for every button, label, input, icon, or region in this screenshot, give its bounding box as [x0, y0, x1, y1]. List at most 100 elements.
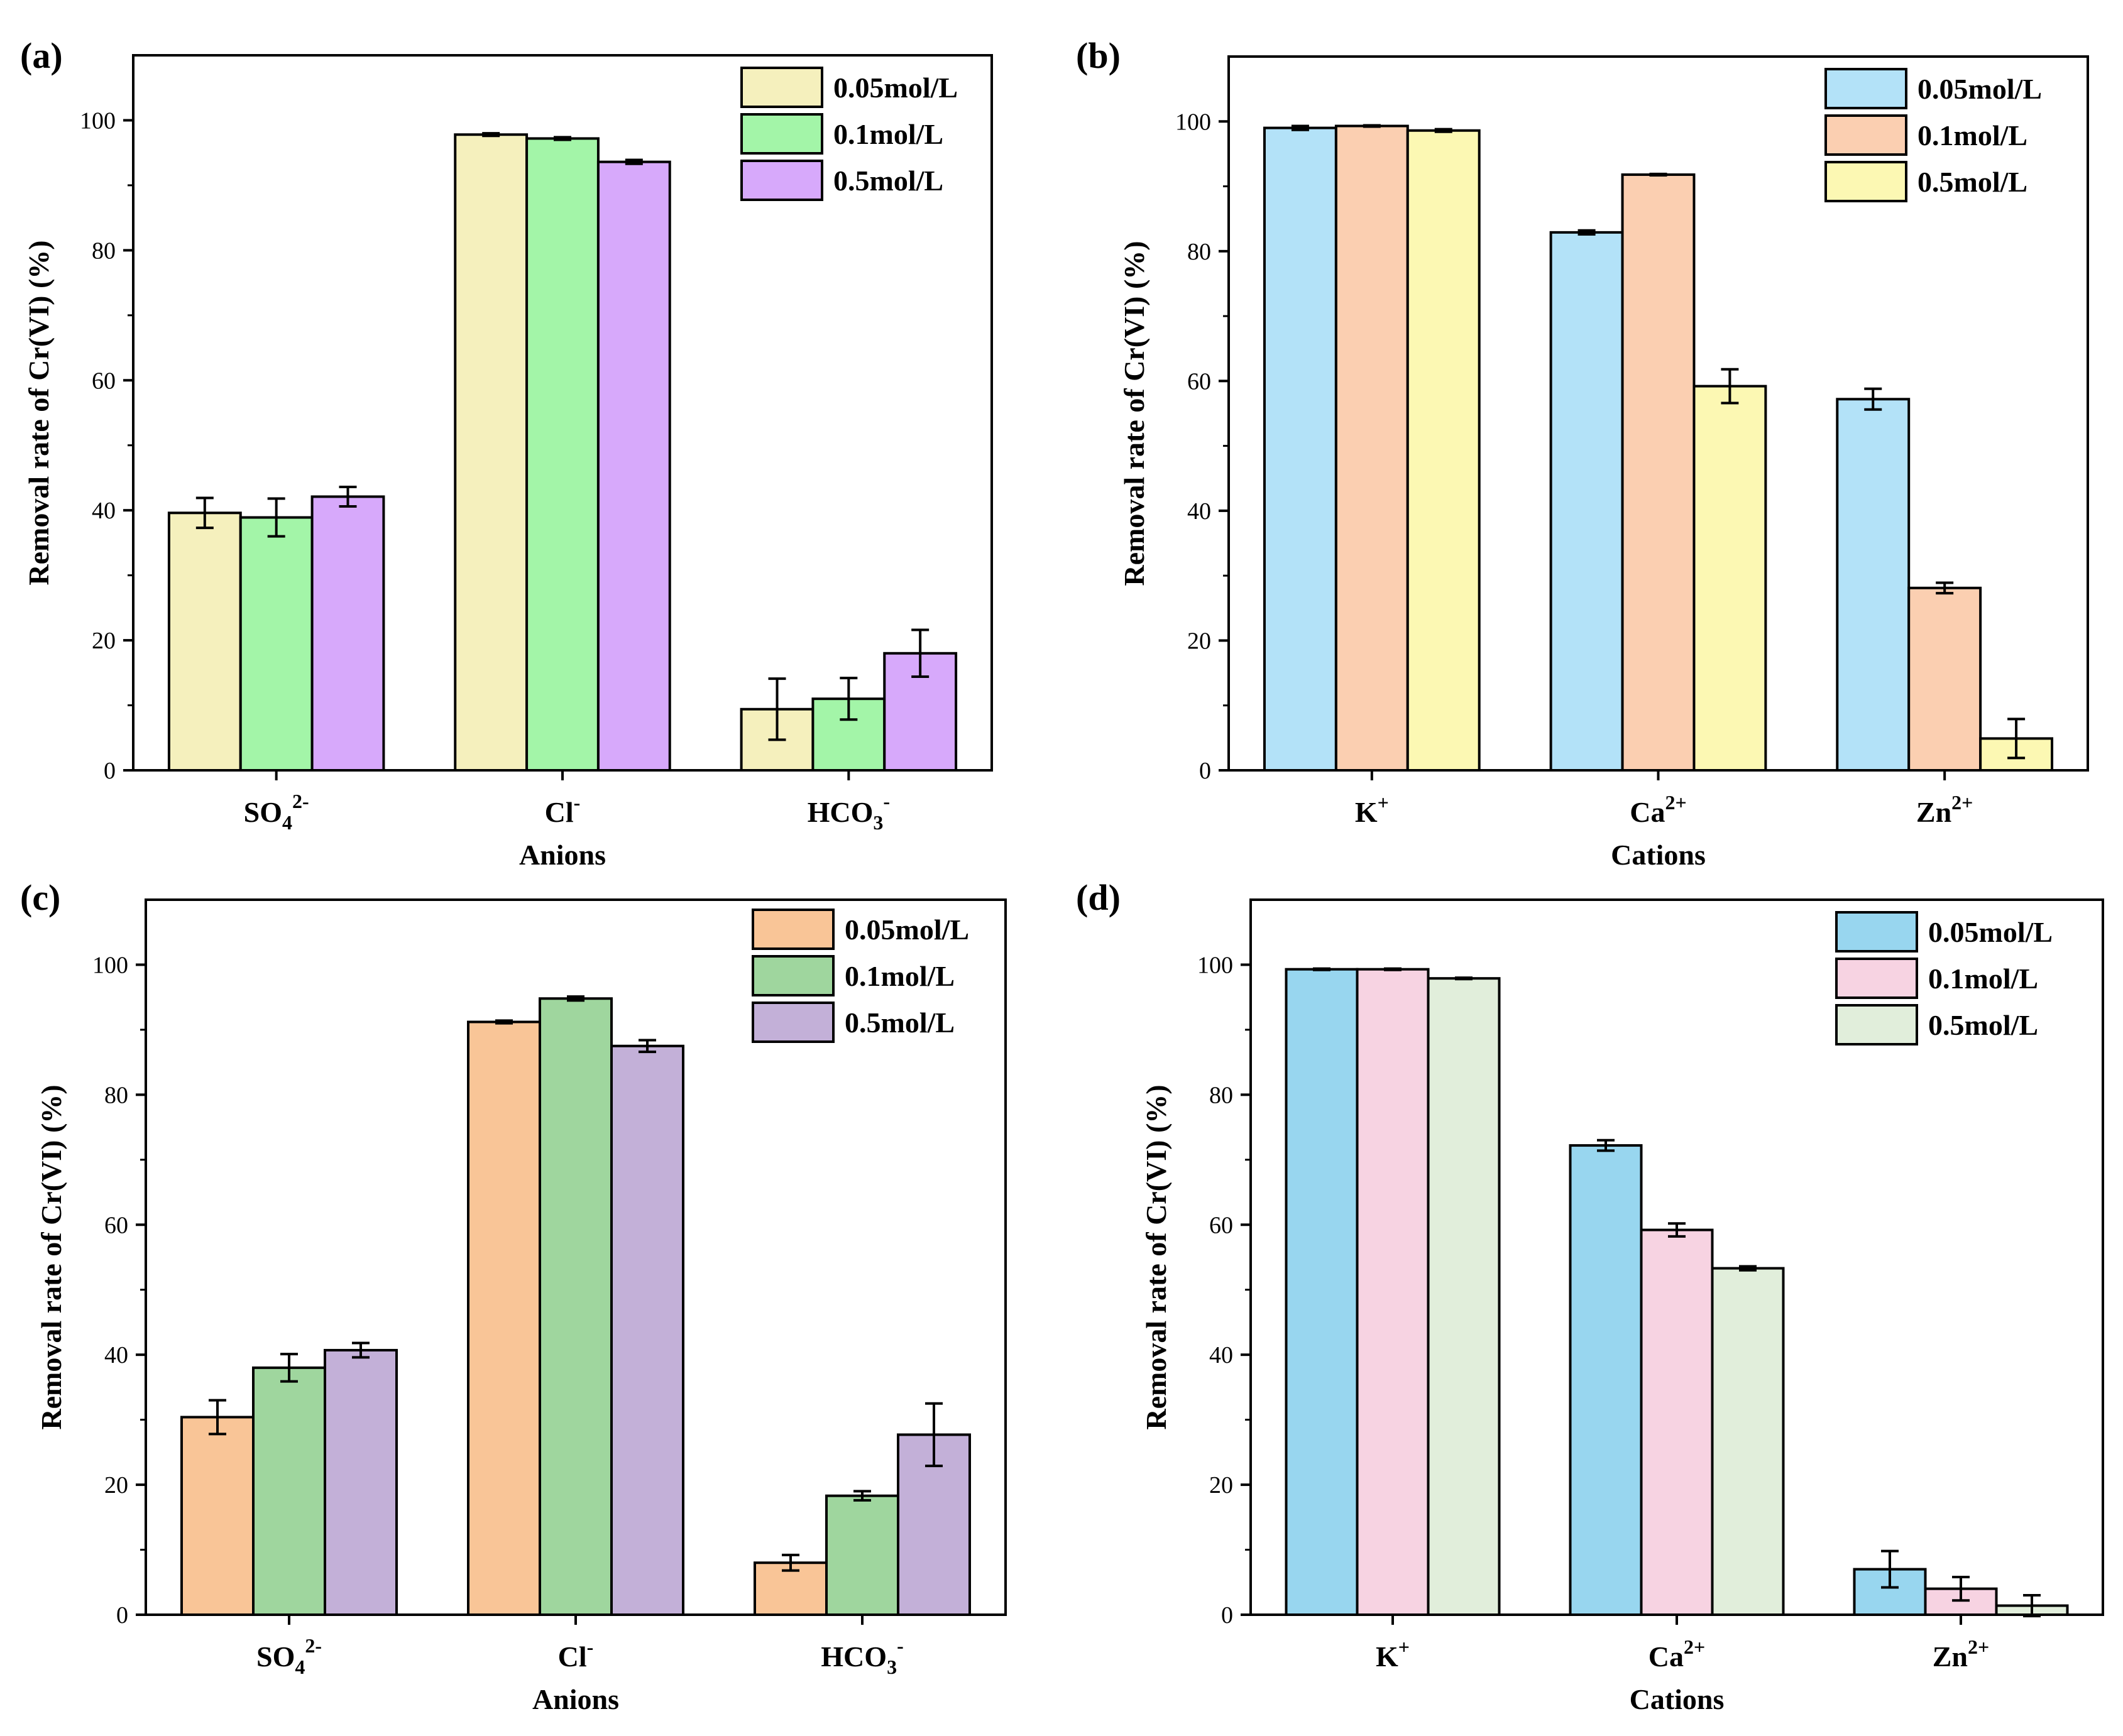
- bar: [1640, 1228, 1714, 1616]
- legend-label: 0.1mol/L: [1928, 963, 2038, 995]
- legend-label: 0.1mol/L: [833, 118, 943, 150]
- bar: [1406, 129, 1481, 772]
- y-tick-label: 100: [1175, 109, 1211, 135]
- y-tick-label: 80: [104, 1082, 128, 1108]
- y-tick-label: 60: [1187, 368, 1211, 395]
- x-axis-title: Anions: [532, 1683, 619, 1715]
- y-tick-label: 100: [1197, 952, 1233, 978]
- panel-label: (a): [20, 35, 63, 76]
- y-tick-label: 0: [116, 1602, 128, 1629]
- bar: [180, 1416, 255, 1617]
- legend-swatch: [752, 955, 835, 996]
- bar: [1621, 173, 1696, 772]
- y-axis-title: Removal rate of Cr(VI) (%): [35, 1084, 67, 1429]
- y-tick-label: 100: [92, 952, 128, 978]
- x-category-label: Cl-: [558, 1635, 594, 1673]
- legend-label: 0.5mol/L: [1928, 1009, 2038, 1041]
- x-category-label: SO42-: [256, 1634, 322, 1678]
- legend-label: 0.5mol/L: [845, 1007, 955, 1039]
- bar: [1356, 968, 1430, 1616]
- x-category-label: Zn2+: [1933, 1635, 1990, 1673]
- legend-label: 0.05mol/L: [1917, 73, 2042, 105]
- x-category-label: K+: [1376, 1635, 1410, 1673]
- bar: [539, 997, 613, 1616]
- chart-panel-1: 0 20 40 60 80 100 Removal rate of Cr(VI) (%) K+…: [1076, 35, 2089, 871]
- legend-label: 0.05mol/L: [833, 72, 958, 104]
- bar: [1427, 977, 1501, 1617]
- x-category-label: HCO3-: [821, 1634, 903, 1678]
- y-tick-label: 40: [1187, 498, 1211, 525]
- y-tick-label: 20: [92, 628, 116, 654]
- y-tick-label: 80: [92, 237, 116, 264]
- y-tick-label: 0: [104, 758, 116, 784]
- panel-label: (c): [20, 877, 60, 918]
- y-tick-label: 60: [92, 368, 116, 394]
- bar: [1711, 1267, 1785, 1616]
- bar: [324, 1348, 398, 1616]
- y-tick-label: 80: [1209, 1082, 1233, 1108]
- legend-swatch: [752, 909, 835, 950]
- x-category-label: HCO3-: [808, 790, 890, 834]
- x-category-label: Ca2+: [1630, 791, 1686, 828]
- legend-swatch: [1835, 1004, 1918, 1045]
- y-tick-label: 0: [1221, 1602, 1233, 1629]
- bar: [525, 137, 600, 772]
- legend-swatch: [740, 113, 823, 155]
- x-category-label: Zn2+: [1916, 791, 1973, 828]
- bar: [1692, 385, 1767, 772]
- legend-swatch: [752, 1002, 835, 1043]
- bar: [1549, 231, 1624, 772]
- x-axis-title: Cations: [1630, 1683, 1725, 1715]
- y-tick-label: 60: [1209, 1212, 1233, 1238]
- bar: [167, 511, 242, 772]
- bar: [596, 160, 671, 772]
- bar: [310, 495, 385, 772]
- bar: [825, 1494, 899, 1617]
- panel-label: (b): [1076, 35, 1121, 76]
- bar: [467, 1020, 541, 1616]
- y-tick-label: 60: [104, 1212, 128, 1238]
- legend-swatch: [1824, 68, 1907, 109]
- y-axis-title: Removal rate of Cr(VI) (%): [1118, 241, 1150, 586]
- panel-label: (d): [1076, 877, 1121, 918]
- y-tick-label: 40: [1209, 1342, 1233, 1368]
- legend-label: 0.1mol/L: [845, 960, 955, 992]
- y-tick-label: 40: [104, 1342, 128, 1368]
- legend-label: 0.05mol/L: [845, 914, 969, 946]
- legend-swatch: [740, 160, 823, 201]
- legend-swatch: [1824, 161, 1907, 202]
- legend-swatch: [1835, 958, 1918, 999]
- bar: [1907, 586, 1982, 772]
- legend-label: 0.5mol/L: [1917, 166, 2027, 198]
- legend-label: 0.1mol/L: [1917, 119, 2027, 151]
- y-tick-label: 20: [1187, 628, 1211, 654]
- x-axis-title: Anions: [519, 839, 606, 871]
- y-tick-label: 0: [1199, 758, 1211, 784]
- chart-panel-2: 0 20 40 60 80 100 Removal rate of Cr(VI) (%) SO…: [20, 877, 1007, 1715]
- bar: [1569, 1144, 1643, 1617]
- bar: [252, 1366, 326, 1617]
- bar: [239, 516, 314, 772]
- y-tick-label: 20: [1209, 1472, 1233, 1499]
- chart-panel-3: 0 20 40 60 80 100 Removal rate of Cr(VI) (%) K+…: [1076, 877, 2104, 1715]
- bar: [1285, 968, 1359, 1616]
- bar: [454, 133, 529, 772]
- legend-swatch: [740, 67, 823, 108]
- x-category-label: Cl-: [545, 791, 581, 828]
- legend-swatch: [1824, 114, 1907, 156]
- bar: [1836, 398, 1911, 772]
- x-category-label: K+: [1355, 791, 1389, 828]
- y-axis-title: Removal rate of Cr(VI) (%): [23, 240, 55, 585]
- x-category-label: Ca2+: [1648, 1635, 1705, 1673]
- y-tick-label: 20: [104, 1472, 128, 1499]
- bar: [1334, 124, 1409, 772]
- legend-label: 0.05mol/L: [1928, 916, 2053, 948]
- y-axis-title: Removal rate of Cr(VI) (%): [1140, 1084, 1172, 1429]
- bar: [1263, 126, 1337, 772]
- legend-label: 0.5mol/L: [833, 165, 943, 197]
- y-tick-label: 40: [92, 498, 116, 524]
- y-tick-label: 100: [80, 107, 116, 134]
- x-category-label: SO42-: [244, 790, 309, 834]
- chart-panel-0: 0 20 40 60 80 100 Removal rate of Cr(VI) (%) SO…: [20, 35, 993, 871]
